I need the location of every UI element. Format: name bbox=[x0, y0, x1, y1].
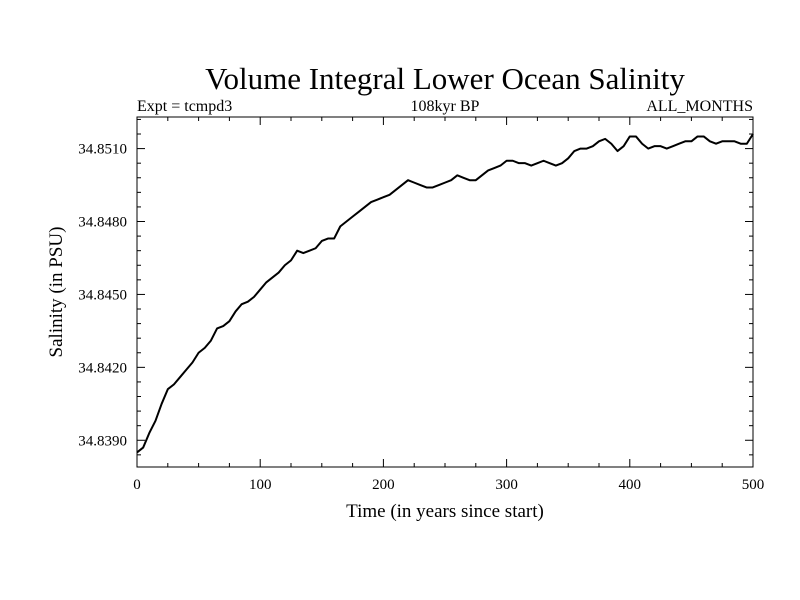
x-tick-label: 200 bbox=[372, 477, 395, 493]
experiment-label: Expt = tcmpd3 bbox=[137, 98, 232, 115]
y-tick-label: 34.8510 bbox=[78, 142, 127, 158]
x-axis-ticks bbox=[136, 117, 754, 467]
chart-title: Volume Integral Lower Ocean Salinity bbox=[205, 61, 685, 96]
x-tick-label: 500 bbox=[742, 477, 765, 493]
y-axis-tick-labels: 34.8390 34.8420 34.8450 34.8480 34.8510 bbox=[78, 142, 127, 450]
y-tick-label: 34.8450 bbox=[78, 287, 127, 303]
x-axis-label: Time (in years since start) bbox=[346, 501, 544, 522]
months-label: ALL_MONTHS bbox=[646, 98, 753, 115]
x-axis-tick-labels: 0 100 200 300 400 500 bbox=[133, 477, 764, 493]
plot-frame bbox=[136, 116, 754, 468]
salinity-series-line bbox=[136, 133, 754, 454]
y-tick-label: 34.8480 bbox=[78, 215, 127, 231]
x-tick-label: 300 bbox=[495, 477, 518, 493]
y-tick-label: 34.8420 bbox=[78, 360, 127, 376]
x-tick-label: 0 bbox=[133, 477, 141, 493]
x-tick-label: 400 bbox=[619, 477, 642, 493]
y-axis-ticks bbox=[137, 118, 753, 456]
y-tick-label: 34.8390 bbox=[78, 433, 127, 449]
y-axis-label: Salinity (in PSU) bbox=[46, 227, 67, 358]
x-tick-label: 100 bbox=[249, 477, 272, 493]
period-label: 108kyr BP bbox=[411, 98, 480, 115]
